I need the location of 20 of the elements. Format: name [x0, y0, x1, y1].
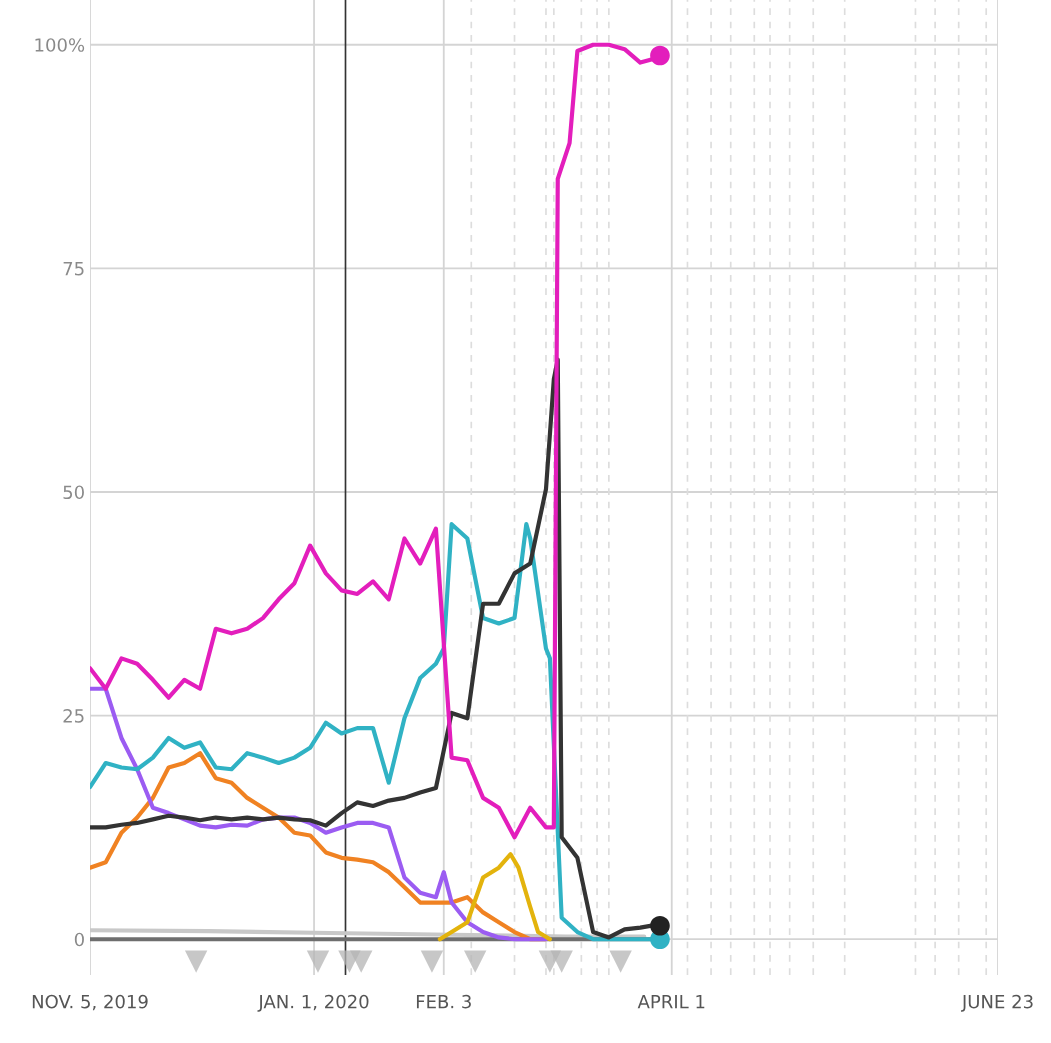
- point: [650, 45, 670, 66]
- y-tick-label: 50: [63, 485, 84, 500]
- point: [420, 950, 444, 973]
- y-tick-label: 25: [63, 709, 84, 723]
- y-tick-label: 100%: [35, 38, 85, 52]
- x-tick-label: FEB. 3: [416, 994, 471, 1009]
- point: [184, 950, 208, 973]
- line-series: [437, 852, 552, 942]
- x-tick-label: JUNE 23: [960, 994, 1033, 1012]
- point: [350, 950, 373, 973]
- point: [650, 915, 670, 936]
- x-tick-label: APRIL 1: [637, 995, 705, 1009]
- x-tick-label: JAN. 1, 2020: [257, 994, 369, 1012]
- y-tick-label: 75: [63, 262, 84, 276]
- x-tick-label: NOV. 5, 2019: [32, 994, 148, 1011]
- point: [550, 950, 573, 973]
- y-tick-label: 0: [74, 932, 84, 947]
- point: [609, 950, 632, 973]
- point: [464, 950, 487, 973]
- point: [306, 950, 330, 973]
